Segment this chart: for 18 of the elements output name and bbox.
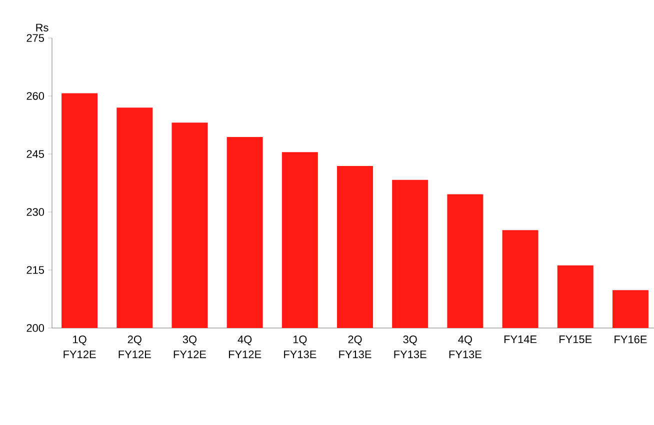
x-tick-label: 1Q FY13E: [284, 336, 316, 358]
x-tick-label: 4Q FY12E: [228, 336, 262, 358]
x-tick-label: FY15E: [560, 336, 592, 344]
y-tick-label: 215: [26, 266, 44, 274]
x-tick-label: FY16E: [614, 336, 647, 344]
x-tick-label: 3Q FY13E: [394, 336, 426, 358]
x-tick-label: 4Q FY13E: [449, 336, 482, 358]
y-tick-label: 275: [26, 34, 44, 42]
y-tick-label: 230: [26, 208, 44, 216]
x-tick-label: 1Q FY12E: [64, 336, 96, 358]
y-tick-label: 200: [26, 324, 44, 332]
x-tick-label: 3Q FY12E: [174, 336, 206, 358]
x-tick-label: 2Q FY13E: [339, 336, 372, 358]
y-tick-label: 260: [26, 92, 44, 100]
x-tick-label: FY14E: [504, 336, 537, 344]
x-tick-label: 2Q FY12E: [118, 336, 151, 358]
y-tick-label: 245: [26, 150, 44, 158]
y-axis-title: Rs: [36, 24, 48, 32]
